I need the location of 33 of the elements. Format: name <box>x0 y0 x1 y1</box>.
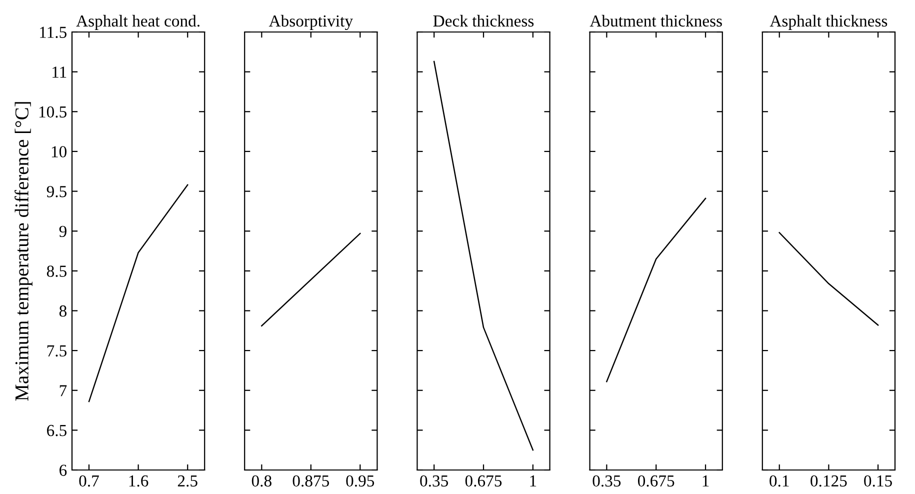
x-tick-label: 0.875 <box>292 475 329 487</box>
chart-title: Asphalt heat cond. <box>76 14 200 30</box>
x-tick-label: 0.675 <box>638 475 674 487</box>
chart-title: Absorptivity <box>268 14 353 30</box>
x-tick-label: 0.1 <box>770 475 789 487</box>
y-axis-title: Maximum temperature difference [°C] <box>14 102 32 401</box>
chart-title: Abutment thickness <box>590 14 722 27</box>
x-tick-label: 0.675 <box>465 475 502 487</box>
chart-title: Deck thickness <box>433 14 534 27</box>
y-tick-label: 11.5 <box>40 26 66 38</box>
y-tick-label: 10.5 <box>39 106 66 118</box>
y-tick-label: 8.5 <box>46 266 66 277</box>
y-tick-label: 9.5 <box>46 186 66 198</box>
x-tick-label: 1 <box>702 475 709 486</box>
x-tick-label: 0.35 <box>592 475 621 487</box>
y-tick-label: 7 <box>60 385 67 396</box>
x-tick-label: 0.15 <box>864 475 892 487</box>
x-tick-label: 0.7 <box>79 475 99 487</box>
x-tick-label: 0.125 <box>810 475 847 487</box>
y-tick-label: 8 <box>59 305 67 317</box>
x-tick-label: 1.6 <box>129 475 148 487</box>
x-tick-label: 0.95 <box>346 475 374 487</box>
y-tick-label: 7.5 <box>47 345 66 357</box>
x-tick-label: 0.35 <box>420 475 448 487</box>
y-tick-label: 11 <box>52 66 66 78</box>
x-tick-label: 2.5 <box>178 475 198 487</box>
y-tick-label: 9 <box>59 226 66 238</box>
y-tick-label: 10 <box>52 146 67 158</box>
x-tick-label: 0.8 <box>252 475 272 487</box>
x-tick-label: 1 <box>530 475 536 486</box>
y-tick-label: 6.5 <box>47 424 66 436</box>
y-tick-label: 6 <box>60 464 67 476</box>
chart-title: Asphalt thickness <box>770 14 888 30</box>
